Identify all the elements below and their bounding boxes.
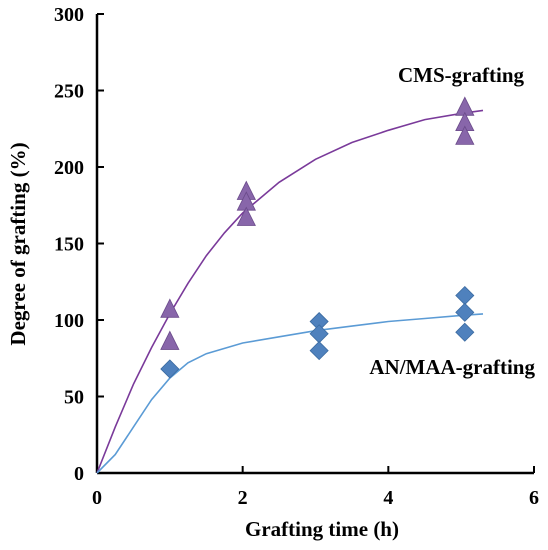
- x-tick-label: 0: [92, 487, 102, 509]
- x-tick-label: 6: [529, 487, 539, 509]
- axis-ticks: 0 2 4 6 0 50 100 150 200 250 300: [54, 4, 539, 509]
- cms-grafting-point: [160, 330, 180, 350]
- cms-grafting-point: [236, 206, 256, 226]
- cms-grafting-label: CMS-grafting: [398, 63, 524, 87]
- an-maa-grafting-point: [160, 359, 180, 379]
- fit-curves: [96, 109, 484, 474]
- y-tick-label: 200: [54, 157, 84, 179]
- y-tick-label: 0: [74, 463, 84, 485]
- y-tick-label: 300: [54, 4, 84, 26]
- cms-grafting-point: [160, 298, 180, 318]
- y-tick-label: 150: [54, 234, 84, 256]
- y-axis-title: Degree of grafting (%): [6, 142, 30, 345]
- data-points: [160, 96, 475, 379]
- x-tick-label: 4: [383, 487, 393, 509]
- an-maa-grafting-point: [309, 324, 329, 344]
- an-maa-grafting-fit-curve: [96, 313, 484, 474]
- y-tick-label: 100: [54, 310, 84, 332]
- cms-grafting-fit-curve: [96, 109, 484, 474]
- y-tick-label: 250: [54, 81, 84, 103]
- y-tick-label: 50: [64, 387, 84, 409]
- an-maa-grafting-label: AN/MAA-grafting: [369, 355, 535, 379]
- cms-grafting-point: [455, 125, 475, 145]
- an-maa-grafting-point: [455, 285, 475, 306]
- an-maa-grafting-point: [309, 341, 329, 361]
- an-maa-grafting-point: [455, 322, 475, 342]
- x-tick-label: 2: [238, 487, 248, 509]
- an-maa-grafting-point: [455, 302, 475, 322]
- x-axis-title: Grafting time (h): [245, 517, 399, 541]
